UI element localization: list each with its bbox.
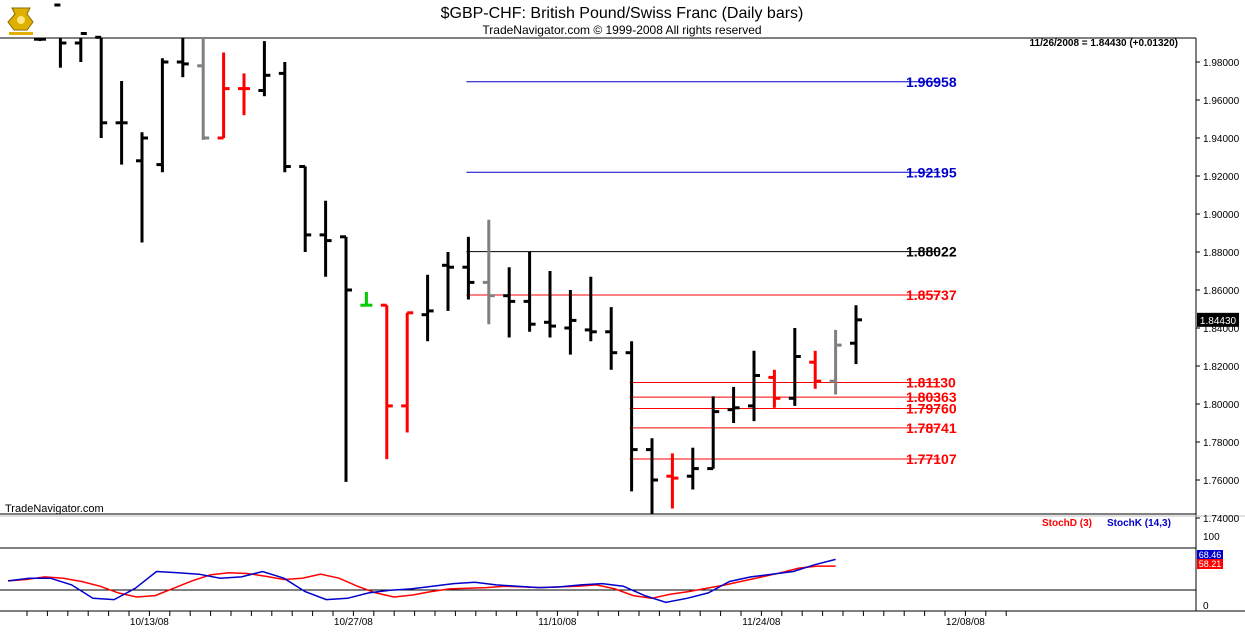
price-bar xyxy=(809,350,822,389)
price-bar xyxy=(258,41,271,97)
stoch-axis-bottom: 0 xyxy=(1203,601,1209,612)
price-bar xyxy=(34,37,46,42)
watermark-text: TradeNavigator.com xyxy=(5,503,104,515)
price-bar xyxy=(115,81,128,165)
price-bar xyxy=(462,236,475,300)
y-tick-label: 1.94000 xyxy=(1203,134,1240,145)
last-price-marker: 1.84430 xyxy=(1197,312,1239,327)
stoch-k-value: 68.46 xyxy=(1199,550,1222,560)
price-y-axis: 1.74000 1.76000 1.78000 1.80000 1.82000 1.840… xyxy=(1196,58,1240,525)
price-bar xyxy=(156,58,169,173)
price-bar xyxy=(544,271,556,338)
y-tick-label: 1.84000 xyxy=(1203,324,1240,335)
price-bar xyxy=(319,200,332,277)
last-price-label: 1.84430 xyxy=(1200,316,1237,327)
price-bar xyxy=(686,447,699,490)
stoch-d-value: 58.21 xyxy=(1199,559,1222,569)
price-bar xyxy=(421,274,434,342)
x-tick-label: 10/13/08 xyxy=(130,617,169,628)
price-level-label: 1.88022 xyxy=(906,244,957,260)
y-tick-label: 1.80000 xyxy=(1203,400,1240,411)
price-bar xyxy=(278,62,291,173)
price-bars xyxy=(34,3,862,515)
stoch-lines xyxy=(7,558,836,604)
price-level-label: 1.85737 xyxy=(906,287,957,303)
price-bar xyxy=(850,305,862,365)
x-axis: 10/13/08 10/27/08 11/10/08 11/24/08 12/08/08 xyxy=(26,611,1007,628)
price-bar xyxy=(360,291,373,307)
stoch-k-legend: StochK (14,3) xyxy=(1107,518,1171,529)
price-bar xyxy=(401,311,414,433)
x-tick-label: 10/27/08 xyxy=(334,617,373,628)
y-tick-label: 1.88000 xyxy=(1203,248,1240,259)
price-bar xyxy=(54,3,67,68)
price-bar xyxy=(238,73,250,116)
y-tick-label: 1.76000 xyxy=(1203,476,1240,487)
price-bar xyxy=(748,350,760,422)
price-level-label: 1.81130 xyxy=(906,375,956,391)
price-level-label: 1.80363 xyxy=(906,389,957,405)
price-panel-frame xyxy=(0,37,1245,612)
price-bar xyxy=(380,303,393,460)
price-bar xyxy=(299,165,312,252)
y-tick-label: 1.96000 xyxy=(1203,96,1240,107)
stoch-value-markers: 68.46 58.21 xyxy=(1197,550,1223,569)
price-bar xyxy=(605,307,618,370)
stoch-legend: StochD (3) StochK (14,3) xyxy=(1042,518,1171,529)
price-bar xyxy=(95,35,108,138)
y-tick-label: 1.98000 xyxy=(1203,58,1240,69)
stoch-d-legend: StochD (3) xyxy=(1042,518,1092,529)
chart-copyright: TradeNavigator.com © 1999-2008 All right… xyxy=(482,23,761,37)
price-bar xyxy=(340,235,352,482)
y-tick-label: 1.86000 xyxy=(1203,286,1240,297)
price-bar xyxy=(482,219,495,325)
price-bar xyxy=(646,438,658,515)
chart-title: $GBP-CHF: British Pound/Swiss Franc (Dai… xyxy=(441,5,804,22)
price-bar xyxy=(217,52,230,140)
price-bar xyxy=(584,276,597,342)
price-bar xyxy=(564,290,577,355)
y-tick-label: 1.78000 xyxy=(1203,438,1240,449)
price-bar xyxy=(442,252,454,311)
price-bar xyxy=(768,369,781,408)
price-level-label: 1.79760 xyxy=(906,401,957,417)
price-bar xyxy=(788,328,801,406)
x-tick-label: 11/24/08 xyxy=(742,617,781,628)
price-bar xyxy=(707,396,720,471)
price-bar xyxy=(503,267,516,338)
price-level-label: 1.77107 xyxy=(906,451,957,467)
price-level-label: 1.92195 xyxy=(906,164,957,180)
stoch-series-line xyxy=(7,565,836,600)
price-levels: 1.96958 1.92195 1.88022 1.85737 1.811301.803… xyxy=(466,74,957,467)
price-bar xyxy=(197,38,210,140)
price-bar xyxy=(136,132,148,243)
x-tick-label: 12/08/08 xyxy=(946,617,985,628)
price-bar xyxy=(666,453,679,509)
y-tick-label: 1.74000 xyxy=(1203,514,1240,525)
y-tick-label: 1.92000 xyxy=(1203,172,1240,183)
price-bar xyxy=(523,252,536,332)
stoch-series-line xyxy=(7,558,836,604)
price-level-label: 1.78741 xyxy=(906,420,957,436)
x-tick-label: 11/10/08 xyxy=(538,617,577,628)
y-tick-label: 1.90000 xyxy=(1203,210,1240,221)
tradenavigator-logo xyxy=(4,2,38,38)
price-bar xyxy=(829,329,842,395)
price-level-label: 1.96958 xyxy=(906,74,957,90)
price-bar xyxy=(625,341,638,492)
price-bar xyxy=(176,38,189,78)
quote-readout: 11/26/2008 = 1.84430 (+0.01320) xyxy=(1030,38,1178,49)
stoch-axis-top: 100 xyxy=(1203,532,1220,543)
price-bar xyxy=(74,32,87,62)
price-bar xyxy=(727,386,740,423)
y-tick-label: 1.82000 xyxy=(1203,362,1240,373)
